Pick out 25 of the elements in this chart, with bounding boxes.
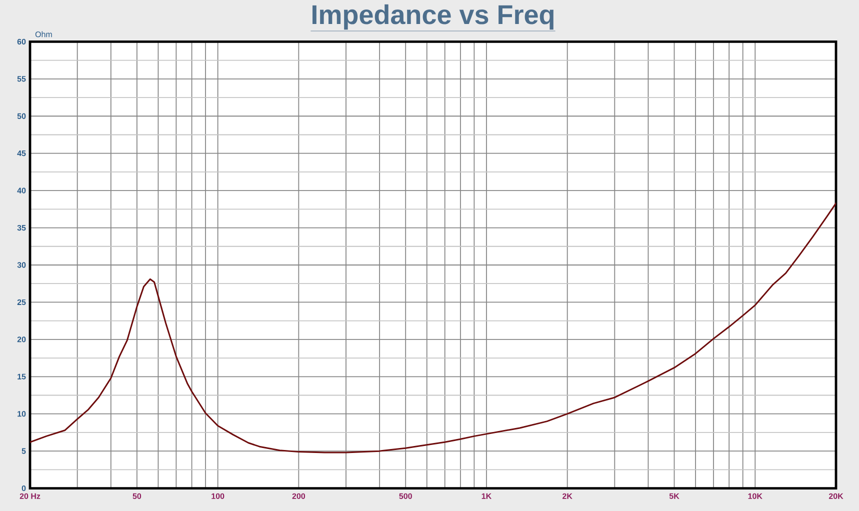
x-tick-label: 10K xyxy=(748,493,762,499)
y-tick-label: 15 xyxy=(18,374,26,380)
y-tick-label: 40 xyxy=(17,188,26,194)
y-tick-label: 35 xyxy=(17,224,26,231)
chart-title: Impedance vs Freq xyxy=(312,4,554,30)
y-tick-label: 0 xyxy=(22,485,26,492)
y-tick-label: 50 xyxy=(17,113,26,119)
x-tick-label: 500 xyxy=(399,493,412,499)
x-tick-label: 20K xyxy=(828,493,844,499)
y-tick-label: 45 xyxy=(17,150,26,156)
y-tick-label: 10 xyxy=(18,411,26,417)
x-tick-label: 2K xyxy=(562,493,572,499)
y-tick-label: 25 xyxy=(17,299,26,306)
y-tick-label: 5 xyxy=(22,448,26,454)
x-tick-label: 1K xyxy=(482,493,492,499)
x-tick-label: 50 xyxy=(132,493,142,499)
x-tick-label: 5K xyxy=(669,493,680,499)
y-tick-label: 30 xyxy=(17,262,26,268)
y-tick-label: 55 xyxy=(17,76,26,82)
y-axis-title: Ohm xyxy=(35,31,52,38)
x-tick-label: 100 xyxy=(212,493,224,499)
x-tick-label: 200 xyxy=(292,493,306,499)
x-tick-label: 20 Hz xyxy=(20,493,40,499)
y-tick-label: 60 xyxy=(17,38,26,45)
y-tick-label: 20 xyxy=(17,336,26,342)
